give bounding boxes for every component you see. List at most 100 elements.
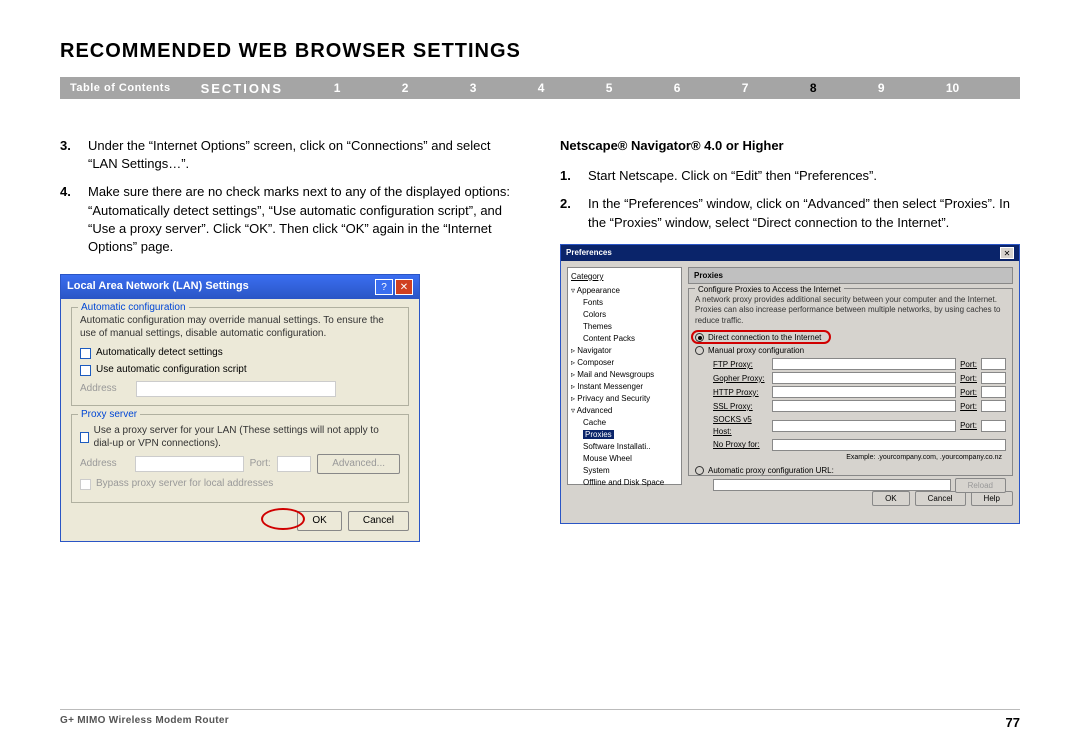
- highlight-circle: [691, 330, 831, 344]
- cancel-button[interactable]: Cancel: [348, 511, 409, 531]
- nav-num-4[interactable]: 4: [538, 81, 545, 95]
- radio-label: Manual proxy configuration: [708, 345, 804, 356]
- step-num: 4.: [60, 183, 88, 256]
- checkbox-row[interactable]: Automatically detect settings: [80, 346, 400, 360]
- step-text: Under the “Internet Options” screen, cli…: [88, 137, 520, 173]
- tree-item[interactable]: ▿ Advanced: [571, 405, 678, 417]
- port-label: Port:: [960, 401, 977, 412]
- tree-item[interactable]: ▹ Privacy and Security: [571, 393, 678, 405]
- step-num: 3.: [60, 137, 88, 173]
- noproxy-label: No Proxy for:: [713, 439, 768, 450]
- proxy-input[interactable]: [772, 420, 956, 432]
- close-icon[interactable]: ✕: [395, 279, 413, 295]
- port-input[interactable]: [277, 456, 312, 472]
- tree-item[interactable]: Offline and Disk Space: [571, 477, 678, 489]
- step-num: 1.: [560, 167, 588, 185]
- footer: G+ MIMO Wireless Modem Router 77: [60, 715, 1020, 730]
- advanced-button[interactable]: Advanced...: [317, 454, 400, 474]
- footer-product: G+ MIMO Wireless Modem Router: [60, 715, 1006, 730]
- tree-item[interactable]: Themes: [571, 321, 678, 333]
- checkbox-row[interactable]: Use automatic configuration script: [80, 363, 400, 377]
- port-input[interactable]: [981, 420, 1006, 432]
- port-label: Port:: [960, 387, 977, 398]
- proxy-legend: Proxy server: [78, 408, 140, 422]
- address-input[interactable]: [136, 381, 336, 397]
- tree-item[interactable]: ▹ Mail and Newsgroups: [571, 369, 678, 381]
- radio-manual[interactable]: Manual proxy configuration: [695, 345, 1006, 356]
- left-column: 3. Under the “Internet Options” screen, …: [60, 137, 520, 542]
- tree-item[interactable]: ▿ Appearance: [571, 285, 678, 297]
- autourl-input[interactable]: [713, 479, 951, 491]
- step-num: 2.: [560, 195, 588, 231]
- netscape-heading: Netscape® Navigator® 4.0 or Higher: [560, 137, 1020, 155]
- checkbox-icon[interactable]: [80, 432, 89, 443]
- page-title: Recommended Web Browser Settings: [60, 40, 1020, 63]
- proxy-input[interactable]: [772, 386, 956, 398]
- tree-item[interactable]: Colors: [571, 309, 678, 321]
- checkbox-row[interactable]: Use a proxy server for your LAN (These s…: [80, 424, 400, 450]
- checkbox-icon[interactable]: [80, 365, 91, 376]
- proxy-input[interactable]: [772, 400, 956, 412]
- step-text: Make sure there are no check marks next …: [88, 183, 520, 256]
- proxy-desc: Use a proxy server for your LAN (These s…: [94, 424, 400, 450]
- radio-icon[interactable]: [695, 466, 704, 475]
- help-icon[interactable]: ?: [375, 279, 393, 295]
- step-2: 2. In the “Preferences” window, click on…: [560, 195, 1020, 231]
- step-text: In the “Preferences” window, click on “A…: [588, 195, 1020, 231]
- proxy-label: HTTP Proxy:: [713, 387, 768, 398]
- nav-num-3[interactable]: 3: [470, 81, 477, 95]
- port-input[interactable]: [981, 400, 1006, 412]
- tree-item-selected[interactable]: Proxies: [571, 429, 678, 441]
- right-column: Netscape® Navigator® 4.0 or Higher 1. St…: [560, 137, 1020, 542]
- radio-icon[interactable]: [695, 346, 704, 355]
- port-input[interactable]: [981, 358, 1006, 370]
- tree-item[interactable]: Software Installati..: [571, 441, 678, 453]
- tree-item[interactable]: Fonts: [571, 297, 678, 309]
- noproxy-input[interactable]: [772, 439, 1006, 451]
- step-text: Start Netscape. Click on “Edit” then “Pr…: [588, 167, 877, 185]
- tree-item[interactable]: Content Packs: [571, 333, 678, 345]
- port-label: Port:: [960, 359, 977, 370]
- port-input[interactable]: [981, 386, 1006, 398]
- ns-title-text: Preferences: [566, 247, 1000, 259]
- netscape-dialog: Preferences ✕ Category ▿ Appearance Font…: [560, 244, 1020, 524]
- example-text: Example: .yourcompany.com, .yourcompany.…: [695, 453, 1006, 463]
- radio-auto[interactable]: Automatic proxy configuration URL:: [695, 465, 1006, 476]
- bypass-label: Bypass proxy server for local addresses: [96, 477, 273, 491]
- nav-sections-label: SECTIONS: [181, 81, 303, 96]
- proxy-address-input[interactable]: [135, 456, 243, 472]
- nav-toc[interactable]: Table of Contents: [60, 82, 181, 94]
- tree-item[interactable]: System: [571, 465, 678, 477]
- nav-num-6[interactable]: 6: [674, 81, 681, 95]
- nav-num-9[interactable]: 9: [878, 81, 885, 95]
- proxy-input[interactable]: [772, 372, 956, 384]
- lan-titlebar: Local Area Network (LAN) Settings ? ✕: [61, 275, 419, 299]
- port-label: Port:: [960, 373, 977, 384]
- nav-num-1[interactable]: 1: [334, 81, 341, 95]
- nav-num-8[interactable]: 8: [810, 81, 817, 95]
- nav-num-2[interactable]: 2: [402, 81, 409, 95]
- port-input[interactable]: [981, 372, 1006, 384]
- autoconfig-legend: Automatic configuration: [78, 301, 189, 315]
- radio-direct[interactable]: Direct connection to the Internet: [695, 332, 1006, 343]
- tree-item[interactable]: Cache: [571, 417, 678, 429]
- address-label: Address: [80, 382, 130, 396]
- close-icon[interactable]: ✕: [1000, 247, 1014, 259]
- tree-item[interactable]: Mouse Wheel: [571, 453, 678, 465]
- checkbox-icon[interactable]: [80, 348, 91, 359]
- nav-num-5[interactable]: 5: [606, 81, 613, 95]
- category-tree[interactable]: Category ▿ Appearance Fonts Colors Theme…: [567, 267, 682, 485]
- tree-item[interactable]: ▹ Composer: [571, 357, 678, 369]
- footer-page: 77: [1006, 715, 1020, 730]
- reload-button[interactable]: Reload: [955, 478, 1006, 493]
- proxy-input[interactable]: [772, 358, 956, 370]
- lan-title-text: Local Area Network (LAN) Settings: [67, 279, 373, 294]
- nav-num-7[interactable]: 7: [742, 81, 749, 95]
- step-4: 4. Make sure there are no check marks ne…: [60, 183, 520, 256]
- tree-item[interactable]: ▹ Navigator: [571, 345, 678, 357]
- nav-numbers: 1 2 3 4 5 6 7 8 9 10: [303, 81, 1020, 95]
- category-label: Category: [571, 271, 678, 283]
- proxies-panel: Proxies Configure Proxies to Access the …: [688, 267, 1013, 485]
- tree-item[interactable]: ▹ Instant Messenger: [571, 381, 678, 393]
- nav-num-10[interactable]: 10: [946, 81, 959, 95]
